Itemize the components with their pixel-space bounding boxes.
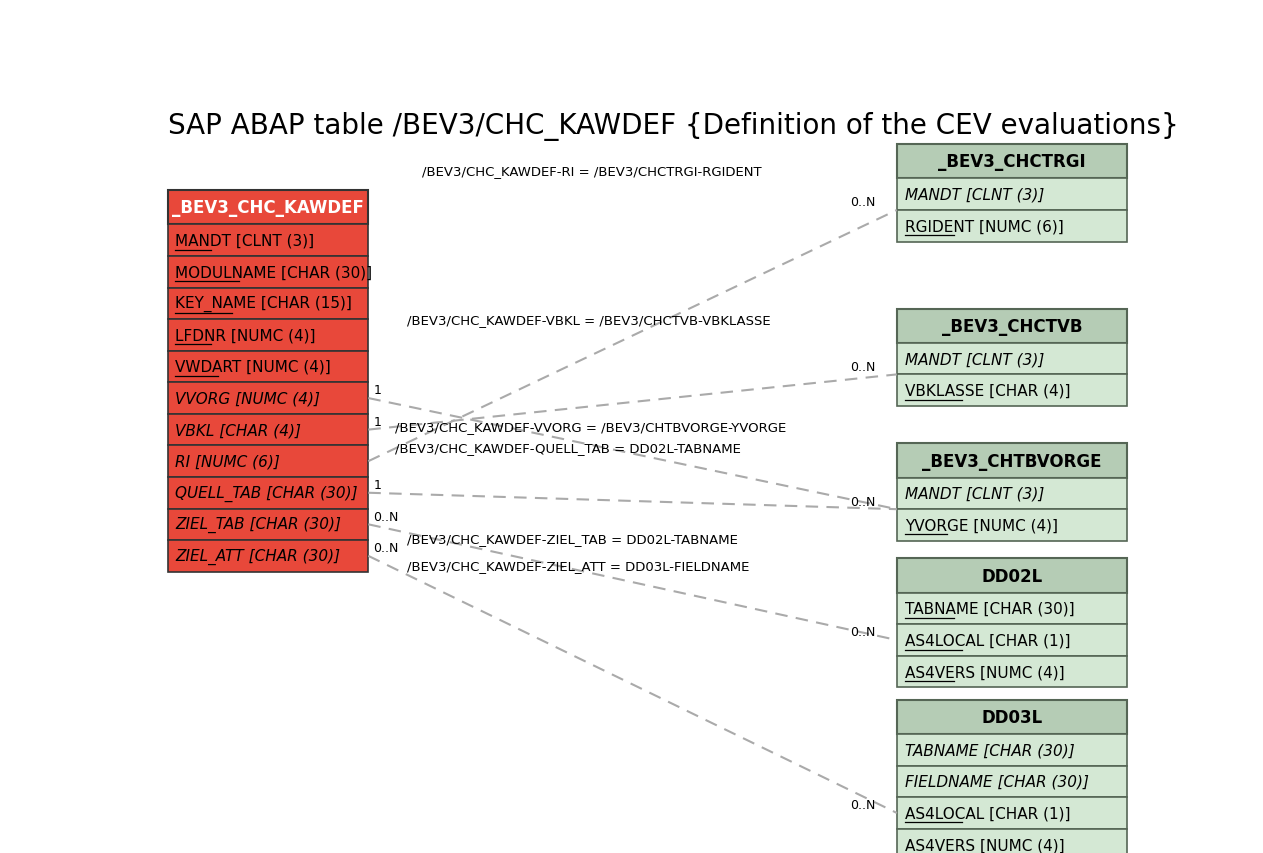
Text: _BEV3_CHTBVORGE: _BEV3_CHTBVORGE <box>922 452 1101 470</box>
Text: MANDT [CLNT (3)]: MANDT [CLNT (3)] <box>904 351 1045 367</box>
Text: 1: 1 <box>374 479 381 491</box>
FancyBboxPatch shape <box>897 559 1127 593</box>
Text: 0..N: 0..N <box>374 510 399 523</box>
Text: _BEV3_CHCTRGI: _BEV3_CHCTRGI <box>938 154 1086 171</box>
FancyBboxPatch shape <box>168 541 369 572</box>
Text: DD02L: DD02L <box>981 567 1042 585</box>
FancyBboxPatch shape <box>168 225 369 257</box>
Text: AS4VERS [NUMC (4)]: AS4VERS [NUMC (4)] <box>904 837 1065 852</box>
FancyBboxPatch shape <box>168 383 369 415</box>
Text: KEY_NAME [CHAR (15)]: KEY_NAME [CHAR (15)] <box>176 296 352 312</box>
Text: QUELL_TAB [CHAR (30)]: QUELL_TAB [CHAR (30)] <box>176 485 359 502</box>
FancyBboxPatch shape <box>897 829 1127 853</box>
FancyBboxPatch shape <box>897 656 1127 688</box>
FancyBboxPatch shape <box>168 446 369 478</box>
FancyBboxPatch shape <box>897 375 1127 407</box>
FancyBboxPatch shape <box>897 344 1127 375</box>
FancyBboxPatch shape <box>168 288 369 320</box>
FancyBboxPatch shape <box>168 257 369 288</box>
Text: /BEV3/CHC_KAWDEF-RI = /BEV3/CHCTRGI-RGIDENT: /BEV3/CHC_KAWDEF-RI = /BEV3/CHCTRGI-RGID… <box>422 165 762 177</box>
Text: _BEV3_CHC_KAWDEF: _BEV3_CHC_KAWDEF <box>172 199 364 218</box>
Text: VBKLASSE [CHAR (4)]: VBKLASSE [CHAR (4)] <box>904 383 1070 398</box>
Text: /BEV3/CHC_KAWDEF-VBKL = /BEV3/CHCTVB-VBKLASSE: /BEV3/CHC_KAWDEF-VBKL = /BEV3/CHCTVB-VBK… <box>408 314 772 327</box>
Text: AS4VERS [NUMC (4)]: AS4VERS [NUMC (4)] <box>904 664 1065 679</box>
Text: MANDT [CLNT (3)]: MANDT [CLNT (3)] <box>176 234 314 248</box>
Text: VVORG [NUMC (4)]: VVORG [NUMC (4)] <box>176 391 321 406</box>
Text: _BEV3_CHCTVB: _BEV3_CHCTVB <box>942 317 1082 335</box>
Text: ZIEL_TAB [CHAR (30)]: ZIEL_TAB [CHAR (30)] <box>176 517 341 533</box>
FancyBboxPatch shape <box>897 624 1127 656</box>
Text: AS4LOCAL [CHAR (1)]: AS4LOCAL [CHAR (1)] <box>904 805 1070 821</box>
Text: TABNAME [CHAR (30)]: TABNAME [CHAR (30)] <box>904 601 1075 616</box>
Text: /BEV3/CHC_KAWDEF-ZIEL_ATT = DD03L-FIELDNAME: /BEV3/CHC_KAWDEF-ZIEL_ATT = DD03L-FIELDN… <box>408 559 750 572</box>
FancyBboxPatch shape <box>168 351 369 383</box>
Text: ZIEL_ATT [CHAR (30)]: ZIEL_ATT [CHAR (30)] <box>176 548 341 565</box>
Text: MANDT [CLNT (3)]: MANDT [CLNT (3)] <box>904 486 1045 502</box>
FancyBboxPatch shape <box>897 179 1127 211</box>
FancyBboxPatch shape <box>897 211 1127 242</box>
FancyBboxPatch shape <box>168 191 369 225</box>
FancyBboxPatch shape <box>168 509 369 541</box>
FancyBboxPatch shape <box>168 478 369 509</box>
Text: 1: 1 <box>374 415 381 428</box>
FancyBboxPatch shape <box>897 310 1127 344</box>
FancyBboxPatch shape <box>897 766 1127 798</box>
Text: LFDNR [NUMC (4)]: LFDNR [NUMC (4)] <box>176 328 316 343</box>
Text: /BEV3/CHC_KAWDEF-VVORG = /BEV3/CHTBVORGE-YVORGE: /BEV3/CHC_KAWDEF-VVORG = /BEV3/CHTBVORGE… <box>395 421 786 433</box>
FancyBboxPatch shape <box>897 593 1127 624</box>
FancyBboxPatch shape <box>897 509 1127 541</box>
Text: YVORGE [NUMC (4)]: YVORGE [NUMC (4)] <box>904 518 1057 533</box>
Text: SAP ABAP table /BEV3/CHC_KAWDEF {Definition of the CEV evaluations}: SAP ABAP table /BEV3/CHC_KAWDEF {Definit… <box>168 113 1178 142</box>
Text: 0..N: 0..N <box>850 196 875 209</box>
Text: 0..N: 0..N <box>850 495 875 508</box>
FancyBboxPatch shape <box>168 415 369 446</box>
Text: /BEV3/CHC_KAWDEF-ZIEL_TAB = DD02L-TABNAME: /BEV3/CHC_KAWDEF-ZIEL_TAB = DD02L-TABNAM… <box>408 532 739 545</box>
Text: MANDT [CLNT (3)]: MANDT [CLNT (3)] <box>904 188 1045 202</box>
FancyBboxPatch shape <box>897 700 1127 734</box>
Text: FIELDNAME [CHAR (30)]: FIELDNAME [CHAR (30)] <box>904 774 1089 789</box>
Text: 0..N: 0..N <box>850 798 875 811</box>
Text: AS4LOCAL [CHAR (1)]: AS4LOCAL [CHAR (1)] <box>904 633 1070 647</box>
Text: 0..N: 0..N <box>850 360 875 374</box>
Text: VWDART [NUMC (4)]: VWDART [NUMC (4)] <box>176 360 331 374</box>
Text: VBKL [CHAR (4)]: VBKL [CHAR (4)] <box>176 422 302 438</box>
FancyBboxPatch shape <box>897 798 1127 829</box>
Text: 0..N: 0..N <box>374 542 399 554</box>
Text: 0..N: 0..N <box>850 626 875 639</box>
Text: MODULNAME [CHAR (30)]: MODULNAME [CHAR (30)] <box>176 265 373 280</box>
FancyBboxPatch shape <box>897 145 1127 179</box>
FancyBboxPatch shape <box>897 478 1127 509</box>
FancyBboxPatch shape <box>897 734 1127 766</box>
Text: DD03L: DD03L <box>981 708 1042 726</box>
Text: RGIDENT [NUMC (6)]: RGIDENT [NUMC (6)] <box>904 219 1063 234</box>
Text: TABNAME [CHAR (30)]: TABNAME [CHAR (30)] <box>904 742 1075 757</box>
Text: 1: 1 <box>374 384 381 397</box>
FancyBboxPatch shape <box>168 320 369 351</box>
Text: RI [NUMC (6)]: RI [NUMC (6)] <box>176 454 280 469</box>
Text: /BEV3/CHC_KAWDEF-QUELL_TAB = DD02L-TABNAME: /BEV3/CHC_KAWDEF-QUELL_TAB = DD02L-TABNA… <box>395 442 740 455</box>
FancyBboxPatch shape <box>897 444 1127 478</box>
